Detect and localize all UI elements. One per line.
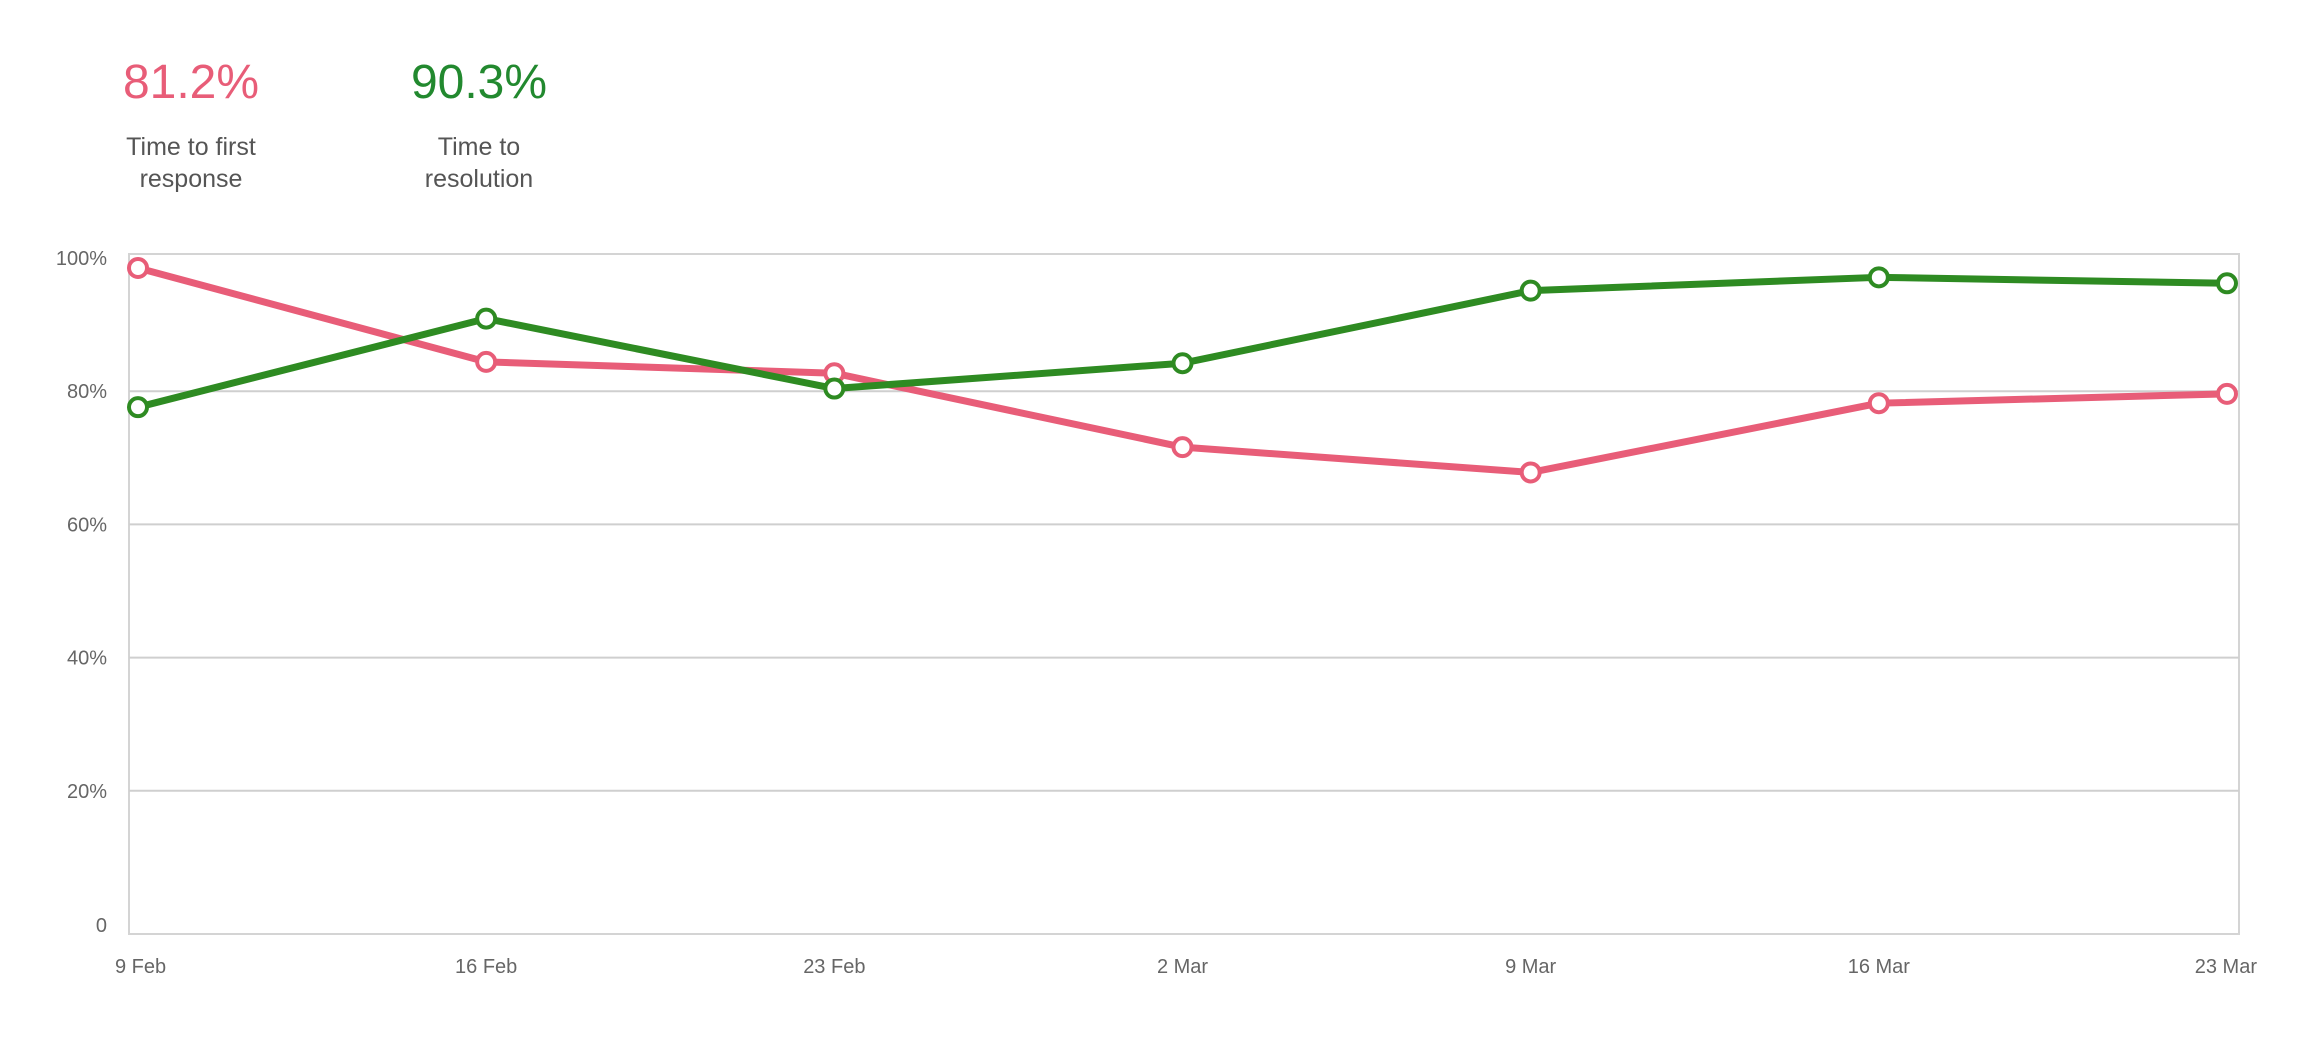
y-tick-label: 60%: [67, 514, 107, 536]
kpi-label: Time to resolution: [329, 131, 629, 195]
x-tick-label: 16 Feb: [455, 956, 517, 978]
data-point-resolution: [2216, 272, 2238, 295]
data-point-first_response: [2216, 382, 2238, 405]
x-tick-label: 23 Feb: [803, 956, 865, 978]
kpi-value: 81.2%: [122, 56, 260, 109]
y-tick-label: 20%: [67, 781, 107, 803]
kpi-first-response: 81.2% Time to first response: [41, 55, 341, 195]
kpi-resolution: 90.3% Time to resolution: [329, 55, 629, 195]
x-tick-label: 23 Mar: [2195, 956, 2258, 978]
x-tick-label: 2 Mar: [1157, 956, 1208, 978]
kpi-value: 90.3%: [410, 56, 548, 109]
y-tick-label: 0: [96, 915, 107, 937]
kpi-label: Time to first response: [41, 131, 341, 195]
x-tick-label: 9 Feb: [115, 956, 166, 978]
data-point-resolution: [475, 307, 498, 330]
data-point-first_response: [475, 350, 498, 373]
kpi-label-line: Time to: [437, 133, 521, 161]
data-point-resolution: [1519, 279, 1542, 302]
data-point-first_response: [1171, 436, 1194, 459]
data-point-first_response: [1519, 461, 1542, 484]
x-tick-label: 16 Mar: [1848, 956, 1911, 978]
kpi-label-line: resolution: [424, 165, 534, 193]
y-tick-label: 40%: [67, 648, 107, 670]
data-point-resolution: [823, 377, 846, 400]
plot-frame: [128, 253, 2240, 935]
kpi-label-line: response: [139, 165, 243, 193]
data-point-resolution: [1171, 352, 1194, 375]
data-point-resolution: [1867, 266, 1890, 289]
kpi-label-line: Time to first: [126, 133, 256, 161]
data-point-first_response: [1867, 392, 1890, 415]
y-tick-label: 100%: [56, 248, 107, 270]
y-tick-label: 80%: [67, 381, 107, 403]
x-tick-label: 9 Mar: [1505, 956, 1556, 978]
data-point-first_response: [127, 256, 149, 279]
series-line-resolution: [137, 273, 2228, 411]
data-point-resolution: [127, 396, 149, 419]
